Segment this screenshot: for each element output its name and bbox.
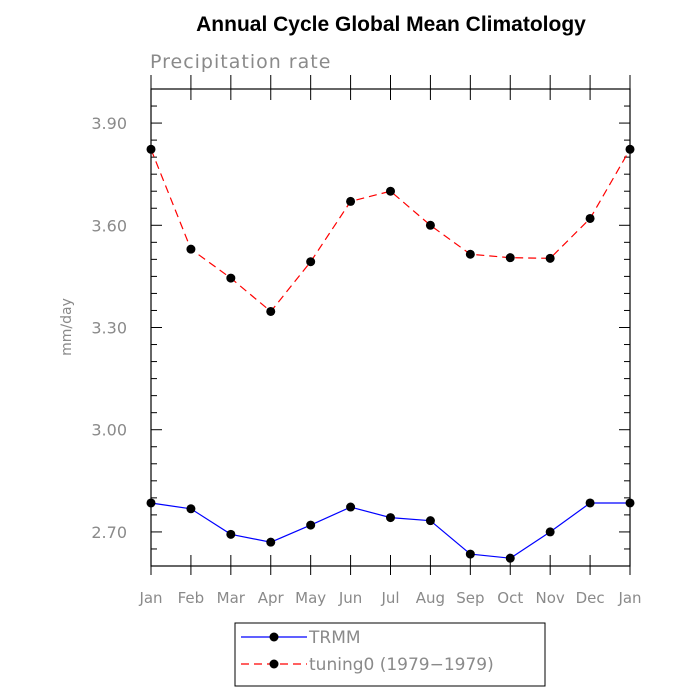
x-tick-label: May	[295, 589, 326, 607]
x-tick-label: Jun	[338, 589, 362, 607]
y-tick-label: 3.60	[91, 216, 127, 235]
data-point	[346, 502, 356, 512]
plot-frame	[150, 88, 631, 567]
chart-subtitle: Precipitation rate	[150, 51, 331, 73]
data-point	[146, 144, 156, 154]
data-point	[585, 213, 595, 223]
y-tick-label: 2.70	[91, 523, 127, 542]
x-tick-label: Dec	[576, 589, 605, 607]
legend-marker-trmm	[269, 632, 279, 642]
x-tick-label: Aug	[416, 589, 445, 607]
legend-marker-tuning0	[269, 659, 279, 669]
y-tick-label: 3.00	[91, 421, 127, 440]
data-point	[146, 498, 156, 508]
series-line-0	[150, 502, 630, 559]
data-point	[266, 537, 276, 547]
data-point	[306, 520, 316, 530]
data-point	[386, 513, 395, 523]
data-point	[306, 257, 316, 267]
y-axis: 2.70 3.00 3.30 3.60 3.90	[91, 105, 630, 550]
y-axis-label: mm/day	[59, 298, 75, 356]
data-point	[625, 144, 635, 154]
data-point	[505, 253, 515, 263]
data-point	[386, 186, 395, 196]
series-layer	[146, 144, 635, 563]
x-axis: Jan Feb Mar Apr May Jun Jul Aug Sep Oct Nov Dec Jan	[138, 75, 642, 607]
data-point	[545, 253, 555, 263]
chart-title: Annual Cycle Global Mean Climatology	[196, 13, 586, 36]
data-point	[425, 516, 435, 526]
data-point	[186, 244, 196, 254]
data-point	[545, 527, 555, 537]
legend: TRMM tuning0 (1979−1979)	[234, 622, 546, 687]
data-point	[346, 196, 356, 206]
data-point	[625, 498, 635, 508]
legend-box	[234, 622, 546, 687]
legend-label-tuning0: tuning0 (1979−1979)	[309, 655, 494, 675]
y-tick-label: 3.90	[91, 114, 127, 133]
data-point	[465, 249, 475, 259]
data-point	[226, 273, 236, 283]
x-tick-label: Apr	[258, 589, 285, 607]
data-point	[505, 553, 515, 563]
x-tick-label: Jan	[138, 589, 162, 607]
data-point	[465, 549, 475, 559]
x-tick-label: Sep	[456, 589, 484, 607]
x-tick-label: Nov	[536, 589, 565, 607]
data-point	[585, 498, 595, 508]
x-tick-label: Feb	[178, 589, 205, 607]
data-point	[226, 529, 236, 539]
x-tick-label: Oct	[497, 589, 523, 607]
y-tick-label: 3.30	[91, 319, 127, 338]
data-point	[186, 504, 196, 514]
x-tick-label: Jul	[380, 589, 399, 607]
x-tick-label: Jan	[617, 589, 641, 607]
series-line-1	[150, 149, 631, 313]
data-point	[266, 306, 276, 316]
x-tick-label: Mar	[217, 589, 246, 607]
legend-label-trmm: TRMM	[308, 628, 361, 648]
data-point	[425, 220, 435, 230]
